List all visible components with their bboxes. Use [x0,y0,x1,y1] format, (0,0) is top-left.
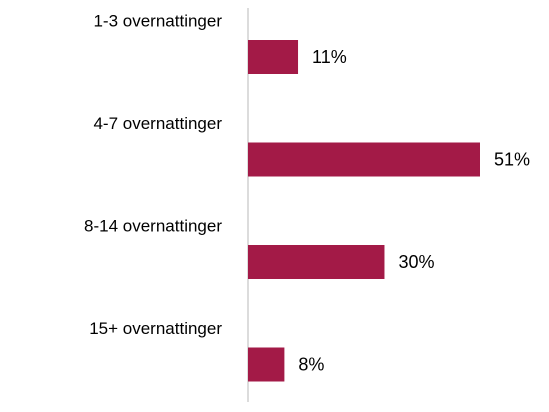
category-label: 15+ overnattinger [89,319,222,338]
value-label: 8% [298,354,324,374]
value-label: 30% [398,252,434,272]
value-label: 51% [494,149,530,169]
category-label: 8-14 overnattinger [84,216,222,235]
bar [248,40,299,74]
category-label: 1-3 overnattinger [93,11,222,30]
bar [248,245,385,279]
bar [248,347,285,382]
bar [248,142,480,177]
value-label: 11% [312,47,347,67]
category-label: 4-7 overnattinger [93,114,222,133]
